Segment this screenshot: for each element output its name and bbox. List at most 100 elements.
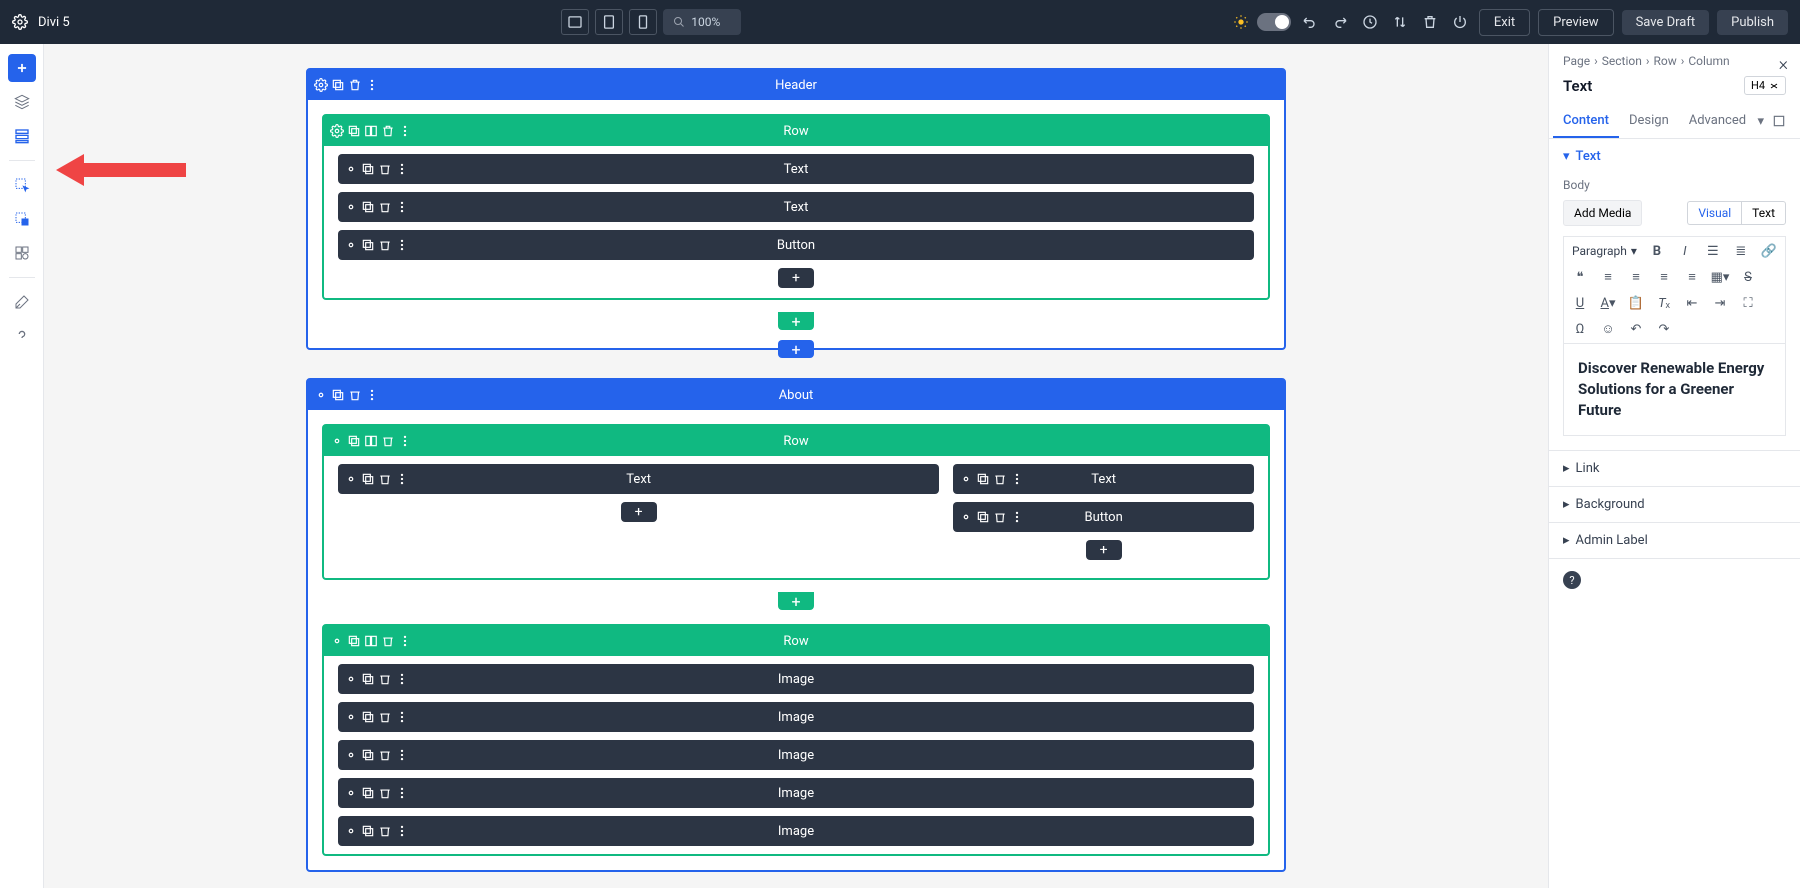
gear-icon[interactable] bbox=[344, 472, 358, 486]
duplicate-icon[interactable] bbox=[347, 634, 361, 648]
tab-design[interactable]: Design bbox=[1619, 105, 1679, 138]
add-module-button[interactable]: + bbox=[1086, 540, 1122, 560]
duplicate-icon[interactable] bbox=[347, 124, 361, 138]
trash-icon[interactable] bbox=[378, 786, 392, 800]
more-icon[interactable] bbox=[395, 162, 409, 176]
more-icon[interactable] bbox=[395, 748, 409, 762]
gear-icon[interactable] bbox=[344, 786, 358, 800]
power-icon[interactable] bbox=[1449, 11, 1471, 33]
duplicate-icon[interactable] bbox=[361, 238, 375, 252]
desktop-device-button[interactable] bbox=[561, 9, 589, 35]
gear-icon[interactable] bbox=[959, 472, 973, 486]
group-admin-label[interactable]: ▸ Admin Label bbox=[1549, 523, 1800, 558]
expand-icon[interactable] bbox=[1772, 114, 1786, 129]
duplicate-icon[interactable] bbox=[361, 824, 375, 838]
grid-mode-icon[interactable] bbox=[8, 239, 36, 267]
crumb-row[interactable]: Row bbox=[1653, 54, 1676, 68]
module-block[interactable]: Text bbox=[338, 464, 939, 494]
row-block[interactable]: Row Text Text Button + bbox=[322, 114, 1270, 300]
numbered-list-icon[interactable]: ≣ bbox=[1733, 243, 1749, 259]
trash-icon[interactable] bbox=[378, 472, 392, 486]
clear-format-icon[interactable]: Tₓ bbox=[1656, 295, 1672, 311]
trash-icon[interactable] bbox=[1419, 11, 1441, 33]
duplicate-icon[interactable] bbox=[976, 472, 990, 486]
duplicate-icon[interactable] bbox=[976, 510, 990, 524]
crumb-page[interactable]: Page bbox=[1563, 54, 1590, 68]
row-block[interactable]: Row Image Image Image Image Image bbox=[322, 624, 1270, 856]
more-icon[interactable] bbox=[365, 78, 379, 92]
quote-icon[interactable]: ❝ bbox=[1572, 269, 1588, 285]
omega-icon[interactable]: Ω bbox=[1572, 321, 1588, 337]
underline-icon[interactable]: U bbox=[1572, 295, 1588, 311]
add-module-button[interactable]: + bbox=[621, 502, 657, 522]
trash-icon[interactable] bbox=[378, 748, 392, 762]
more-icon[interactable] bbox=[395, 710, 409, 724]
add-element-button[interactable] bbox=[8, 54, 36, 82]
redo-icon[interactable]: ↷ bbox=[1656, 321, 1672, 337]
duplicate-icon[interactable] bbox=[361, 710, 375, 724]
module-block[interactable]: Text bbox=[338, 192, 1254, 222]
gear-icon[interactable] bbox=[344, 710, 358, 724]
trash-icon[interactable] bbox=[378, 824, 392, 838]
theme-toggle[interactable] bbox=[1257, 13, 1291, 31]
gear-icon[interactable] bbox=[330, 124, 344, 138]
more-icon[interactable] bbox=[395, 824, 409, 838]
more-icon[interactable] bbox=[395, 200, 409, 214]
module-block[interactable]: Image bbox=[338, 664, 1254, 694]
more-icon[interactable] bbox=[398, 634, 412, 648]
group-link[interactable]: ▸ Link bbox=[1549, 451, 1800, 486]
click-mode-icon[interactable] bbox=[8, 171, 36, 199]
undo-icon[interactable] bbox=[1299, 11, 1321, 33]
redo-icon[interactable] bbox=[1329, 11, 1351, 33]
mobile-device-button[interactable] bbox=[629, 9, 657, 35]
emoji-icon[interactable]: ☺ bbox=[1600, 321, 1616, 337]
paste-icon[interactable]: 📋 bbox=[1628, 295, 1644, 311]
align-right-icon[interactable]: ≡ bbox=[1656, 269, 1672, 285]
undo-icon[interactable]: ↶ bbox=[1628, 321, 1644, 337]
trash-icon[interactable] bbox=[381, 124, 395, 138]
row-head[interactable]: Row bbox=[324, 626, 1268, 656]
section-head[interactable]: Header bbox=[308, 70, 1284, 100]
gear-icon[interactable] bbox=[12, 14, 28, 30]
chevron-down-icon[interactable]: ▾ bbox=[1757, 114, 1764, 129]
trash-icon[interactable] bbox=[378, 162, 392, 176]
outdent-icon[interactable]: ⇤ bbox=[1684, 295, 1700, 311]
module-block[interactable]: Button bbox=[338, 230, 1254, 260]
zoom-input[interactable] bbox=[691, 15, 731, 29]
history-icon[interactable] bbox=[1359, 11, 1381, 33]
layers-icon[interactable] bbox=[8, 88, 36, 116]
row-head[interactable]: Row bbox=[324, 426, 1268, 456]
trash-icon[interactable] bbox=[378, 710, 392, 724]
trash-icon[interactable] bbox=[378, 672, 392, 686]
gear-icon[interactable] bbox=[330, 634, 344, 648]
italic-icon[interactable]: I bbox=[1677, 243, 1693, 259]
gear-icon[interactable] bbox=[314, 388, 328, 402]
crumb-section[interactable]: Section bbox=[1602, 54, 1642, 68]
duplicate-icon[interactable] bbox=[361, 672, 375, 686]
gear-icon[interactable] bbox=[344, 200, 358, 214]
row-head[interactable]: Row bbox=[324, 116, 1268, 146]
trash-icon[interactable] bbox=[993, 510, 1007, 524]
module-block[interactable]: Button bbox=[953, 502, 1254, 532]
duplicate-icon[interactable] bbox=[331, 78, 345, 92]
group-text[interactable]: ▾ Text bbox=[1549, 139, 1800, 174]
trash-icon[interactable] bbox=[348, 388, 362, 402]
section-head[interactable]: About bbox=[308, 380, 1284, 410]
more-icon[interactable] bbox=[395, 472, 409, 486]
add-media-button[interactable]: Add Media bbox=[1563, 200, 1642, 226]
duplicate-icon[interactable] bbox=[361, 748, 375, 762]
bullet-list-icon[interactable]: ☰ bbox=[1705, 243, 1721, 259]
trash-icon[interactable] bbox=[348, 78, 362, 92]
module-block[interactable]: Text bbox=[338, 154, 1254, 184]
tab-content[interactable]: Content bbox=[1553, 105, 1619, 138]
gear-icon[interactable] bbox=[344, 672, 358, 686]
more-icon[interactable] bbox=[365, 388, 379, 402]
duplicate-icon[interactable] bbox=[361, 200, 375, 214]
add-row-button[interactable]: + bbox=[778, 312, 814, 330]
duplicate-icon[interactable] bbox=[347, 434, 361, 448]
sort-icon[interactable] bbox=[1389, 11, 1411, 33]
trash-icon[interactable] bbox=[378, 238, 392, 252]
module-block[interactable]: Image bbox=[338, 702, 1254, 732]
trash-icon[interactable] bbox=[378, 200, 392, 214]
help-icon[interactable]: ? bbox=[1563, 571, 1581, 589]
